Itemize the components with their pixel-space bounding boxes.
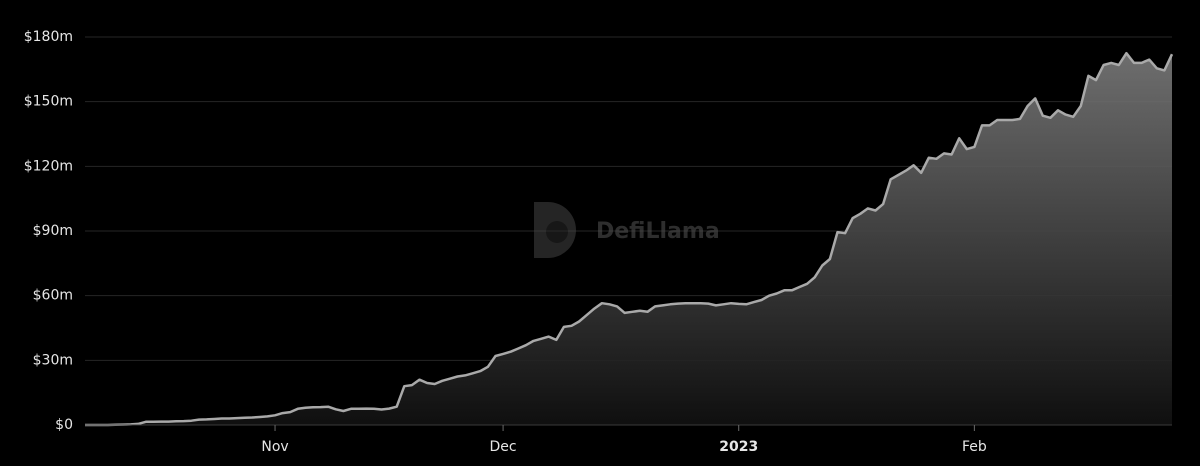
axes: $0 $30m $60m $90m $120m $150m $180m Nov Dec 2023 F… xyxy=(24,29,1172,455)
y-tick-label: $30m xyxy=(33,352,73,368)
x-tick-label: Feb xyxy=(962,439,987,455)
area-fill xyxy=(85,53,1172,425)
plot xyxy=(85,51,1174,427)
line xyxy=(85,51,1174,427)
y-tick-label: $120m xyxy=(24,158,73,174)
watermark-text: DefiLlama xyxy=(596,219,720,244)
y-tick-label: $60m xyxy=(33,288,73,304)
x-tick-label: 2023 xyxy=(719,439,758,455)
y-tick-label: $150m xyxy=(24,94,73,110)
y-tick-label: $0 xyxy=(55,417,73,433)
x-tick-label: Nov xyxy=(261,439,288,455)
watermark: DefiLlama xyxy=(534,202,720,258)
y-tick-label: $180m xyxy=(24,29,73,45)
watermark-logo-face xyxy=(546,221,568,243)
x-tick-label: Dec xyxy=(490,439,517,455)
y-tick-label: $90m xyxy=(33,223,73,239)
